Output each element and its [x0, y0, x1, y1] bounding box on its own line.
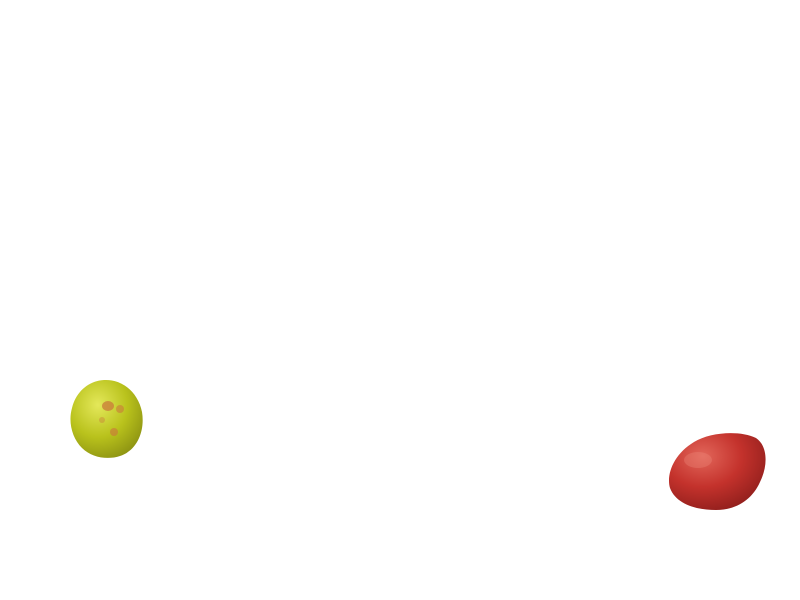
- red-fruit-body: [669, 433, 766, 510]
- yellow-fruit-spot: [110, 428, 118, 436]
- yellow-green-fruit: [70, 379, 143, 458]
- yellow-fruit-spot: [116, 405, 124, 413]
- yellow-fruit-spot: [102, 401, 114, 411]
- red-fruit-highlight: [684, 452, 712, 468]
- yellow-fruit-body: [70, 379, 143, 458]
- red-fruit: [669, 433, 766, 510]
- yellow-fruit-spot: [99, 417, 105, 423]
